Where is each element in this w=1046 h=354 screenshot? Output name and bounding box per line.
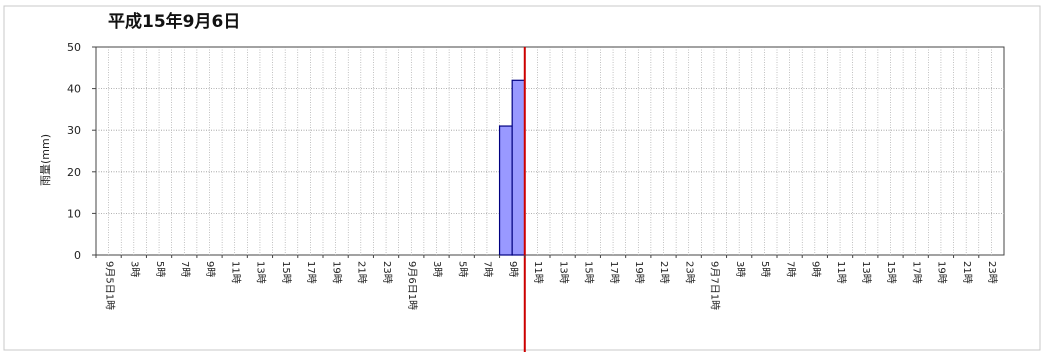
x-tick-label: 15時 [885,261,897,284]
x-tick-label: 11時 [532,261,544,284]
y-tick-label: 0 [74,249,81,262]
x-tick-label: 9時 [204,261,216,277]
x-tick-label: 7時 [482,261,494,277]
x-tick-label: 17時 [910,261,922,284]
bar [511,79,526,256]
x-tick-label: 21時 [658,261,670,284]
x-tick-label: 7時 [179,261,191,277]
y-tick-label: 50 [67,41,81,54]
x-tick-label: 23時 [986,261,998,284]
x-tick-label: 19時 [936,261,948,284]
x-tick-label: 3時 [129,261,141,277]
x-tick-label: 5時 [456,261,468,277]
bars [498,47,526,352]
x-tick-label: 19時 [330,261,342,284]
x-tick-label: 23時 [381,261,393,284]
x-tick-label: 21時 [961,261,973,284]
x-tick-label: 13時 [860,261,872,284]
bar [498,125,513,256]
x-tick-label: 21時 [356,261,368,284]
x-tick-label: 15時 [583,261,595,284]
x-tick-label: 9月5日1時 [103,261,115,310]
x-tick-label: 9時 [507,261,519,277]
x-axis: 9月5日1時 3時 5時 7時 9時 11時 13時 15時 17時 19時 21時 23時 9月6日1… [95,255,998,310]
x-tick-label: 19時 [633,261,645,284]
plot-area [95,46,1005,256]
x-tick-label: 3時 [734,261,746,277]
x-tick-label: 7時 [784,261,796,277]
x-tick-label: 23時 [683,261,695,284]
y-tick-label: 20 [67,166,81,179]
y-tick-label: 40 [67,83,81,96]
x-tick-label: 9時 [810,261,822,277]
x-tick-label: 11時 [835,261,847,284]
x-tick-label: 5時 [154,261,166,277]
x-tick-label: 3時 [431,261,443,277]
x-tick-label: 15時 [280,261,292,284]
x-tick-label: 5時 [759,261,771,277]
x-tick-label: 9月6日1時 [406,261,418,310]
x-tick-label: 17時 [305,261,317,284]
x-tick-label: 11時 [229,261,241,284]
y-axis: 0 10 20 30 40 50 [67,41,96,262]
x-tick-label: 17時 [608,261,620,284]
x-tick-label: 13時 [557,261,569,284]
x-tick-label: 9月7日1時 [709,261,721,310]
x-tick-label: 13時 [255,261,267,284]
y-tick-label: 30 [67,124,81,137]
grid [95,46,1005,256]
y-tick-label: 10 [67,207,81,220]
chart-title: 平成15年9月6日 [108,11,240,32]
y-axis-label: 雨量(mm) [39,134,52,186]
